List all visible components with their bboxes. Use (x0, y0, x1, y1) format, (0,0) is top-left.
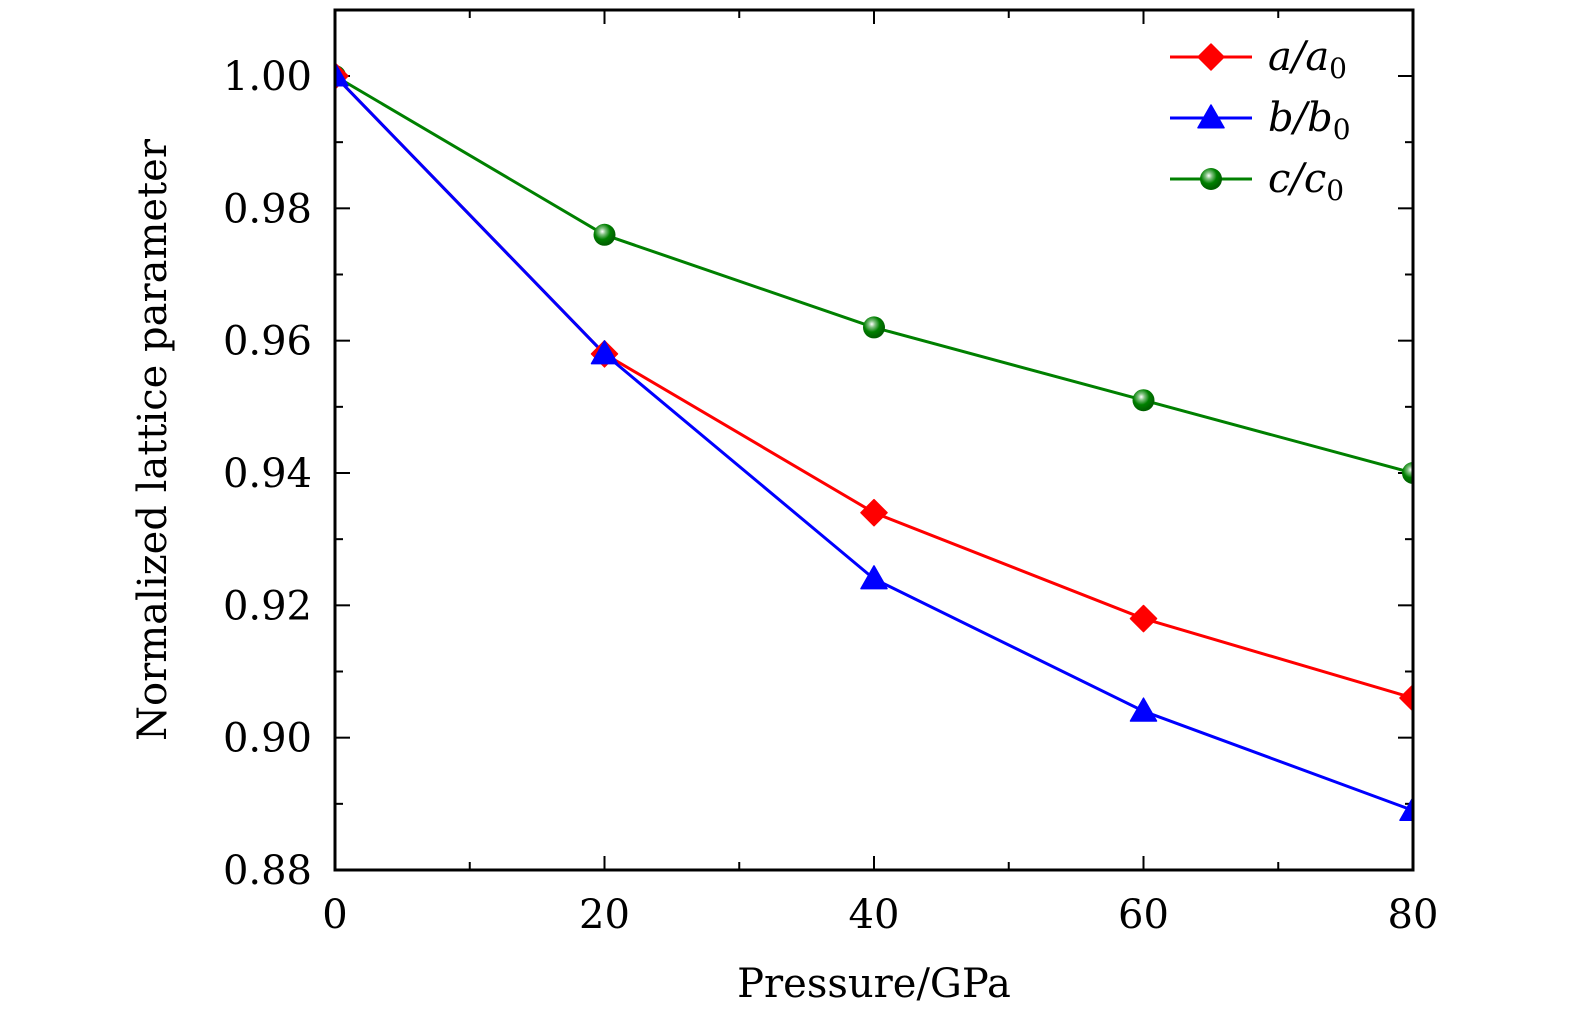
data-point (1399, 796, 1413, 821)
series-line (335, 74, 1413, 812)
data-point (1129, 697, 1158, 722)
data-point (1132, 389, 1155, 412)
markers-b-b0 (335, 62, 1413, 821)
series-line (335, 74, 1413, 700)
y-axis-title: Normalized lattice parameter (130, 138, 176, 741)
y-tick-label: 0.88 (223, 848, 312, 894)
legend: a/a0 b/b0 c/c0 (1170, 34, 1351, 207)
plot-frame (333, 8, 1415, 872)
legend-label: a/a0 (1268, 34, 1347, 85)
series-b-b0 (335, 74, 1413, 812)
data-point (590, 340, 619, 365)
legend-marker (1197, 104, 1225, 129)
legend-entry: a/a0 (1170, 34, 1347, 85)
y-tick-labels: 0.88 0.90 0.92 0.94 0.96 0.98 1.00 (223, 54, 312, 894)
data-point (860, 498, 888, 527)
x-tick-label: 20 (579, 892, 630, 938)
y-tick-label: 0.96 (223, 319, 312, 365)
data-point (1399, 684, 1413, 712)
y-tick-label: 1.00 (223, 54, 312, 100)
data-point (335, 62, 349, 87)
legend-label: b/b0 (1268, 95, 1351, 146)
x-tick-label: 0 (322, 892, 347, 938)
y-tick-label: 0.94 (223, 451, 312, 497)
data-point (1129, 604, 1158, 633)
data-point (593, 223, 616, 246)
axis-ticks (334, 10, 1414, 871)
legend-marker (1197, 43, 1225, 71)
data-point (863, 316, 885, 339)
legend-entry: b/b0 (1170, 95, 1351, 146)
y-tick-label: 0.92 (223, 583, 312, 629)
x-tick-label: 60 (1118, 892, 1169, 938)
legend-entry: c/c0 (1170, 156, 1344, 207)
data-point (860, 565, 888, 590)
legend-marker (1200, 168, 1222, 190)
markers-c-c0 (335, 65, 1413, 484)
data-series (335, 62, 1413, 821)
data-point (1402, 462, 1413, 484)
x-tick-label: 80 (1388, 892, 1439, 938)
y-tick-label: 0.98 (223, 186, 312, 232)
series-c-c0 (335, 74, 1413, 475)
x-tick-label: 40 (849, 892, 900, 938)
legend-label: c/c0 (1268, 156, 1344, 207)
series-line (335, 74, 1413, 475)
series-a-a0 (335, 74, 1413, 700)
y-tick-label: 0.90 (223, 716, 312, 762)
x-axis-title: Pressure/GPa (737, 961, 1011, 1007)
markers-a-a0 (335, 62, 1413, 712)
x-tick-labels: 0 20 40 60 80 (322, 892, 1438, 938)
